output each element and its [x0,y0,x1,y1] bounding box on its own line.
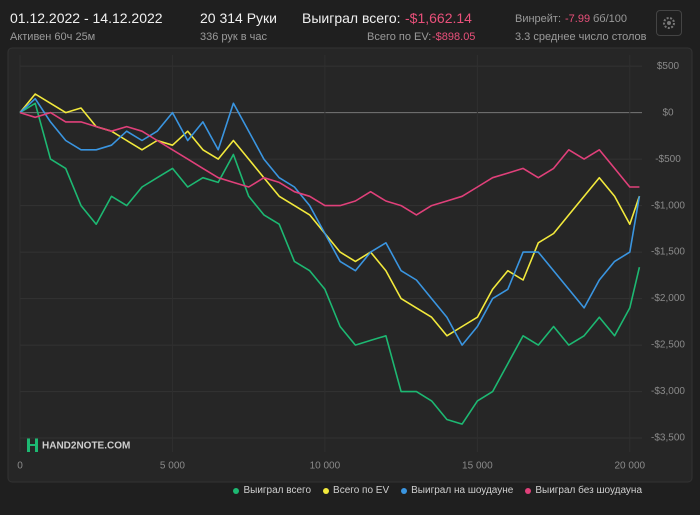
series-line [19,102,641,425]
hands: 20 314 Руки [200,10,277,26]
y-tick-label: -$3,500 [651,433,685,444]
legend-marker [323,487,330,494]
x-tick-label: 10 000 [310,461,341,472]
y-tick-label: -$2,000 [651,293,685,304]
legend-item[interactable]: Выиграл всего [233,485,311,496]
watermark: HAND2NOTE.COM [42,441,130,452]
series-line [19,111,640,216]
date-range: 01.12.2022 - 14.12.2022 [10,10,163,26]
winrate-label: Винрейт: [515,13,562,25]
y-tick-label: -$1,500 [651,247,685,258]
legend-item[interactable]: Выиграл на шоудауне [401,485,513,496]
chart-panel [7,47,693,483]
legend-item[interactable]: Выиграл без шоудауна [525,485,642,496]
legend-marker [401,487,408,494]
y-tick-label: -$500 [655,154,681,165]
x-tick-label: 20 000 [615,461,646,472]
settings-button[interactable] [656,10,682,36]
gear-icon [663,17,675,29]
won-label: Выиграл всего: [302,10,401,26]
logo-icon [27,438,38,452]
legend: Выиграл всего Всего по EV Выиграл на шоуда… [233,485,642,496]
tables-avg: 3.3 среднее число столов [515,31,647,43]
legend-item[interactable]: Всего по EV [323,485,389,496]
y-tick-label: $0 [662,107,674,118]
active-time: Активен 60ч 25м [10,31,96,43]
ev-value: -$898.05 [432,31,476,43]
x-tick-label: 15 000 [462,461,493,472]
winrate-unit: бб/100 [593,13,628,25]
legend-marker [525,487,532,494]
legend-marker [233,487,240,494]
x-tick-label: 5 000 [160,461,185,472]
y-tick-label: -$2,500 [651,340,685,351]
legend-label: Всего по EV [333,485,390,496]
winrate-value: -7.99 [565,13,591,25]
legend-label: Выиграл всего [243,485,312,496]
y-tick-label: -$3,000 [651,386,685,397]
y-tick-label: $500 [657,61,680,72]
series-line [19,97,641,346]
ev-label: Всего по EV: [367,31,432,43]
series-line [19,93,641,337]
legend-label: Выиграл без шоудауна [535,485,642,496]
legend-label: Выиграл на шоудауне [411,485,514,496]
x-tick-label: 0 [17,461,23,472]
won-value: -$1,662.14 [405,10,472,26]
y-tick-label: -$1,000 [651,200,685,211]
hands-rate: 336 рук в час [200,31,268,43]
